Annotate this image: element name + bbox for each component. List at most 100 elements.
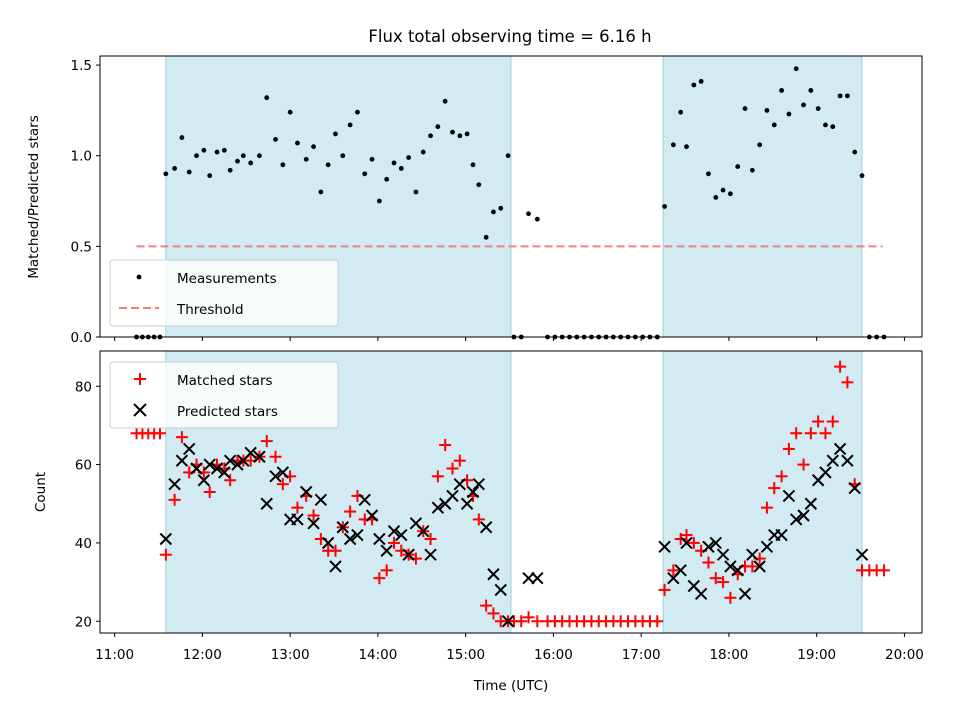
predicted-stars-point (329, 560, 342, 573)
predicted-stars-point (380, 544, 393, 557)
x-tick-label: 17:00 (622, 647, 661, 663)
matched-stars-point (431, 470, 444, 483)
chart-title: Flux total observing time = 6.16 h (368, 27, 651, 46)
measurement-point (235, 158, 240, 164)
y-tick-label: 1.5 (71, 58, 92, 74)
measurement-point (347, 122, 353, 128)
predicted-stars-point (197, 474, 211, 487)
predicted-stars-point (190, 462, 203, 475)
matched-stars-point (453, 454, 466, 467)
measurement-point (413, 189, 419, 195)
measurement-point (450, 129, 455, 135)
predicted-stars-point (424, 548, 437, 561)
measurement-point (398, 166, 404, 171)
measurement-point (684, 144, 689, 150)
legend-measurements-label: Measurements (177, 271, 277, 287)
predicted-stars-point (269, 470, 282, 483)
predicted-stars-point (453, 477, 467, 491)
matched-stars-point (168, 493, 181, 506)
predicted-stars-point (680, 536, 693, 550)
predicted-stars-point (674, 564, 687, 577)
measurement-point (505, 153, 511, 159)
predicted-stars-point (365, 509, 379, 522)
matched-stars-point (307, 509, 320, 522)
predicted-stars-point (210, 462, 224, 475)
measurement-point (186, 169, 192, 175)
matched-stars-point (760, 501, 773, 514)
measurement-point (163, 171, 169, 177)
predicted-stars-point (175, 454, 189, 467)
predicted-stars-point (479, 521, 493, 534)
measurement-point (221, 147, 227, 153)
measurement-point (207, 173, 213, 179)
measurement-point (303, 156, 309, 162)
measurement-point (771, 122, 777, 128)
predicted-stars-point (819, 466, 832, 479)
predicted-stars-point (351, 528, 364, 542)
matched-stars-point (424, 533, 437, 545)
x-tick-label: 16:00 (534, 647, 573, 663)
measurement-point (442, 98, 448, 104)
predicted-stars-point (724, 560, 737, 573)
matched-stars-point (790, 427, 803, 440)
measurement-point (720, 187, 726, 193)
predicted-stars-point (395, 528, 408, 542)
predicted-stars-point (694, 587, 708, 601)
legend-predicted-marker (133, 403, 147, 417)
measurement-point (764, 107, 770, 113)
predicted-stars-point (738, 587, 752, 601)
matched-stars-point (746, 560, 759, 573)
predicted-stars-point (373, 532, 386, 546)
y-tick-label: 0.0 (71, 330, 92, 346)
predicted-stars-point (709, 536, 722, 550)
measurement-point (318, 189, 324, 195)
measurement-point (333, 131, 338, 137)
predicted-stars-point (300, 485, 313, 499)
measurement-point (179, 135, 185, 140)
measurement-point (172, 166, 177, 171)
measurement-point (214, 149, 220, 155)
measurement-point (248, 160, 254, 166)
measurement-point (391, 160, 397, 166)
predicted-stars-point (358, 493, 371, 507)
measurement-point (526, 211, 531, 217)
matched-stars-point (344, 505, 357, 518)
matched-stars-point (515, 615, 528, 628)
matched-stars-point (269, 450, 282, 463)
matched-stars-point (439, 439, 452, 451)
measurement-point (295, 140, 300, 146)
matched-stars-point (667, 564, 680, 577)
measurement-point (311, 144, 316, 150)
matched-stars-point (841, 376, 854, 389)
measurement-point (727, 191, 733, 197)
matched-stars-point (651, 615, 664, 628)
predicted-stars-point (431, 501, 445, 514)
matched-stars-point (709, 572, 722, 585)
matched-stars-point (812, 415, 825, 428)
measurement-point (852, 149, 858, 155)
measurement-point (369, 156, 375, 162)
bottom-panel: 20 40 60 80 11:00 12:00 13:00 14:00 15:00 16:00 1… (33, 350, 924, 694)
measurement-point (698, 78, 704, 84)
predicted-stars-point (826, 454, 839, 467)
matched-stars-point (768, 482, 781, 495)
x-tick-label: 13:00 (271, 647, 310, 663)
predicted-stars-point (276, 466, 290, 479)
bottom-legend-box (109, 361, 339, 429)
top-legend-box (109, 259, 339, 327)
matched-stars-point (480, 599, 493, 612)
measurement-point (713, 195, 719, 200)
predicted-stars-point (417, 524, 430, 538)
x-tick-label: 20:00 (885, 647, 924, 663)
predicted-stars-point (848, 481, 861, 495)
measurement-point (859, 173, 865, 179)
matched-stars-point (522, 611, 535, 624)
top-y-axis-label: Matched/Predicted stars (26, 115, 42, 278)
measurement-point (691, 82, 697, 88)
predicted-stars-point (782, 489, 796, 503)
measurement-point (735, 164, 741, 169)
matched-stars-point (329, 544, 342, 557)
predicted-stars-point (253, 450, 266, 463)
x-tick-label: 11:00 (95, 647, 134, 663)
predicted-stars-point (244, 446, 257, 460)
